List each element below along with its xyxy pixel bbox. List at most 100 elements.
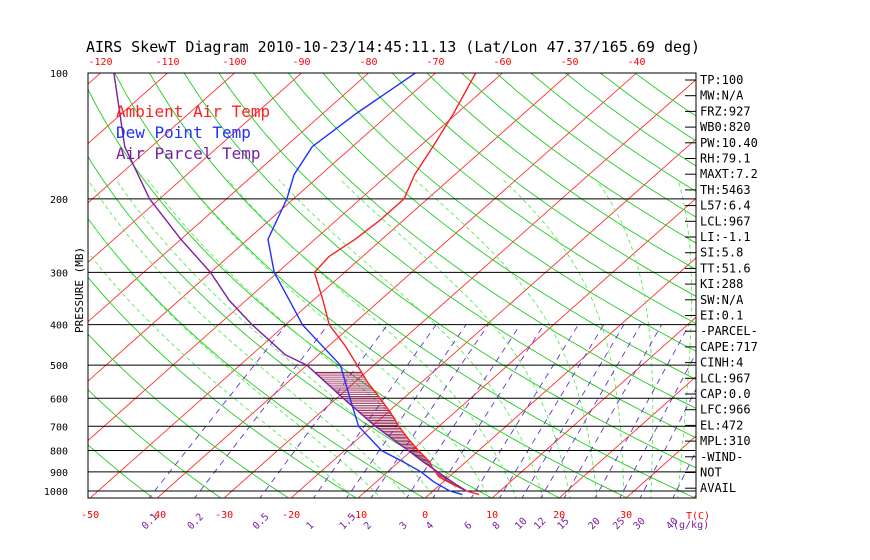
dry-adiabat-line [496, 73, 696, 218]
isotherm-line [88, 73, 437, 382]
legend-entry: Dew Point Temp [116, 123, 251, 142]
mixing-ratio-tick-label: 20 [586, 516, 602, 532]
moist-adiabat-line [88, 251, 355, 498]
isotherm-line [88, 73, 102, 85]
pressure-tick-label: 100 [50, 69, 68, 80]
bottom-temp-tick-label: -30 [215, 510, 233, 521]
mixing-ratio-line [521, 324, 625, 498]
mixing-ratio-tick-label: 30 [632, 516, 648, 532]
top-temp-tick-label: -120 [88, 57, 112, 68]
pressure-tick-label: 200 [50, 195, 68, 206]
dry-adiabat-line [218, 73, 696, 439]
isotherm-line [156, 73, 638, 498]
top-temp-tick-label: -100 [222, 57, 246, 68]
index-value: LCL:967 [700, 214, 751, 228]
mixing-ratio-line [498, 324, 605, 498]
mixing-ratio-line [470, 324, 579, 498]
isotherm-line [0, 64, 44, 502]
bottom-temp-tick-label: -50 [81, 510, 99, 521]
index-value: CAPE:717 [700, 340, 758, 354]
dry-adiabat-line [461, 73, 696, 244]
moist-adiabat-line [147, 179, 463, 498]
mixing-ratio-line [312, 324, 437, 498]
pressure-tick-label: 300 [50, 268, 68, 279]
index-value: EL:472 [700, 418, 743, 432]
moist-adiabat-line [278, 179, 544, 498]
bottom-temp-tick-label: 20 [553, 510, 565, 521]
isotherm-line [88, 73, 504, 442]
legend-entry: Ambient Air Temp [116, 102, 270, 121]
mixing-ratio-tick-label: 6 [462, 520, 474, 532]
moist-adiabat-line [414, 179, 598, 498]
index-value: L57:6.4 [700, 199, 751, 213]
moist-adiabat-line [227, 179, 517, 498]
dry-adiabat-line [322, 73, 696, 352]
top-temp-tick-label: -40 [627, 57, 645, 68]
pressure-tick-label: 900 [50, 468, 68, 479]
index-value: TH:5463 [700, 183, 751, 197]
dry-adiabat-line [426, 73, 696, 271]
top-temp-tick-label: -110 [155, 57, 179, 68]
index-value: RH:79.1 [700, 152, 751, 166]
moist-adiabat-line [340, 179, 571, 498]
bottom-temp-tick-label: 0 [422, 510, 428, 521]
x-axis-label: T(C) [686, 511, 710, 522]
series-line-1 [267, 73, 463, 496]
mixing-ratio-line [540, 324, 642, 498]
moist-adiabat-line [595, 179, 654, 498]
top-temp-tick-label: -90 [292, 57, 310, 68]
pressure-tick-label: 600 [50, 394, 68, 405]
mixing-ratio-tick-label: 0.5 [251, 512, 272, 533]
isotherm-line [558, 376, 696, 498]
pressure-tick-label: 700 [50, 422, 68, 433]
mixing-ratio-line [370, 324, 489, 498]
index-value: AVAIL [700, 481, 736, 495]
dry-adiabat-line [183, 73, 696, 469]
index-value: -PARCEL- [700, 324, 758, 338]
plot-frame [87, 72, 697, 499]
index-value: NOT [700, 466, 722, 480]
index-value: LCL:967 [700, 371, 751, 385]
index-value: CAP:0.0 [700, 387, 751, 401]
mixing-ratio-line [563, 324, 662, 498]
isotherm-line [491, 316, 696, 498]
bottom-temp-tick-label: 30 [620, 510, 632, 521]
mixing-ratio-unit: (g/kg) [673, 520, 709, 531]
isotherm-line [88, 73, 169, 145]
index-value: MPL:310 [700, 434, 751, 448]
mixing-ratio-line [432, 324, 545, 498]
mixing-ratio-tick-label: 12 [532, 516, 548, 532]
moist-adiabat-line [184, 179, 490, 498]
mixing-ratio-line [594, 324, 690, 498]
top-temp-tick-label: -60 [493, 57, 511, 68]
index-value: TT:51.6 [700, 261, 751, 275]
series-line-2 [113, 73, 467, 492]
mixing-ratio-tick-label: 8 [491, 520, 503, 532]
isotherm-line [88, 73, 236, 204]
pressure-tick-label: 500 [50, 361, 68, 372]
mixing-ratio-line [619, 352, 696, 498]
dry-adiabat-line [253, 73, 696, 409]
bottom-temp-tick-label: 10 [486, 510, 498, 521]
mixing-ratio-tick-label: 1 [304, 520, 316, 532]
index-value: SW:N/A [700, 293, 744, 307]
index-value: CINH:4 [700, 356, 743, 370]
pressure-tick-label: 400 [50, 321, 68, 332]
top-temp-tick-label: -80 [359, 57, 377, 68]
bottom-temp-tick-label: -10 [349, 510, 367, 521]
index-value: EI:0.1 [700, 309, 743, 323]
moist-adiabat-line [88, 179, 409, 498]
index-value: WB0:820 [700, 120, 751, 134]
mixing-ratio-tick-label: 10 [513, 516, 529, 532]
mixing-ratio-tick-label: 3 [398, 520, 410, 532]
isotherm-line [756, 64, 870, 502]
pressure-tick-label: 1000 [44, 487, 68, 498]
index-value: LI:-1.1 [700, 230, 751, 244]
pressure-tick-label: 800 [50, 446, 68, 457]
moist-adiabat-line [677, 179, 692, 498]
legend-entry: Air Parcel Temp [116, 144, 261, 163]
mixing-ratio-line [148, 324, 287, 498]
index-value: MAXT:7.2 [700, 167, 758, 181]
moist-adiabat-line [502, 179, 625, 498]
